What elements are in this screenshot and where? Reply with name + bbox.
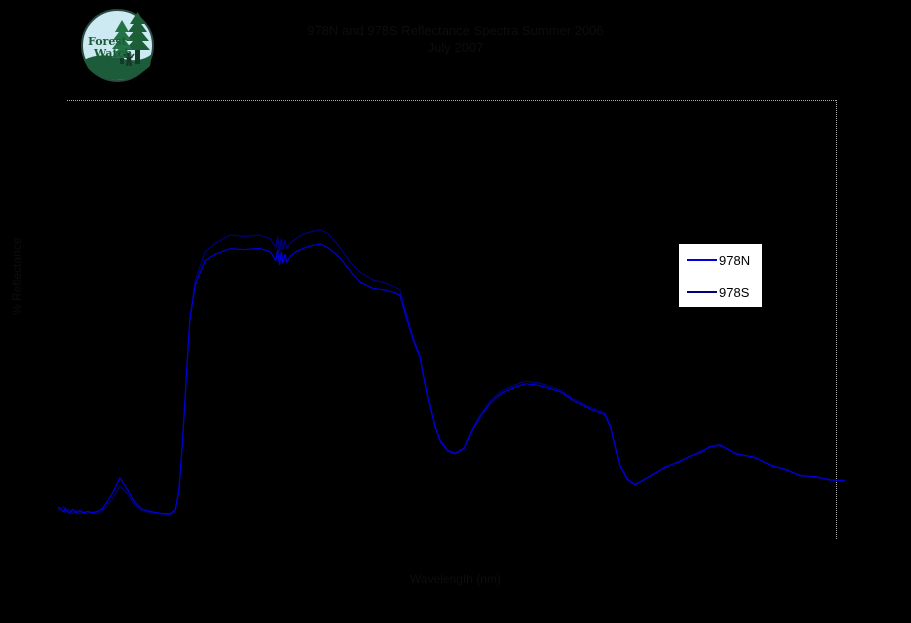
legend-entry-978S: 978S <box>679 276 762 308</box>
chart-title-block: 978N and 978S Reflectance Spectra Summer… <box>0 22 911 56</box>
legend-box: 978N 978S <box>678 243 763 308</box>
logo-text-forest: Forest <box>88 35 128 48</box>
y-axis-label: % Reflectance <box>10 237 24 315</box>
logo-text-watch: Watch <box>93 47 132 60</box>
pine-tree-icon <box>125 12 150 64</box>
legend-label-978N: 978N <box>719 252 751 268</box>
climber-person-icon <box>123 52 135 66</box>
legend-line-978S <box>687 291 717 293</box>
forest-watch-logo: Forest Watch <box>81 9 154 82</box>
chart-subtitle: July 2007 <box>427 40 484 55</box>
chart-title: 978N and 978S Reflectance Spectra Summer… <box>307 23 604 38</box>
x-axis-label: Wavelength (nm) <box>410 572 501 586</box>
legend-entry-978N: 978N <box>679 244 762 276</box>
series-978N-line <box>57 243 845 515</box>
legend-label-978S: 978S <box>719 284 750 300</box>
pine-tree-2-icon <box>111 20 133 64</box>
legend-line-978N <box>687 259 717 261</box>
